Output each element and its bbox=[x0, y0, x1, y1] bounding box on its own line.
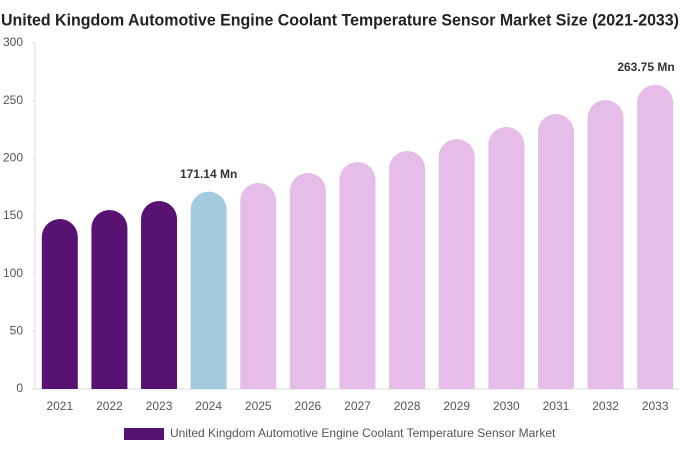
value-label: 263.75 Mn bbox=[617, 60, 674, 74]
y-tick-label: 50 bbox=[10, 324, 24, 338]
x-tick-label: 2022 bbox=[96, 399, 123, 413]
x-tick-label: 2027 bbox=[344, 399, 371, 413]
x-tick-label: 2021 bbox=[46, 399, 73, 413]
y-tick-label: 0 bbox=[16, 381, 23, 395]
x-tick-label: 2025 bbox=[245, 399, 272, 413]
bar bbox=[141, 201, 178, 389]
x-tick-label: 2029 bbox=[443, 399, 470, 413]
legend-label: United Kingdom Automotive Engine Coolant… bbox=[170, 426, 556, 440]
value-label: 171.14 Mn bbox=[180, 167, 237, 181]
bar bbox=[389, 150, 426, 389]
y-tick-label: 100 bbox=[3, 266, 23, 280]
x-tick-label: 2032 bbox=[592, 399, 619, 413]
x-tick-label: 2033 bbox=[642, 399, 669, 413]
bar bbox=[289, 172, 326, 389]
x-tick-label: 2026 bbox=[295, 399, 322, 413]
y-tick-label: 250 bbox=[3, 93, 23, 107]
bar bbox=[438, 138, 475, 389]
x-tick-label: 2024 bbox=[195, 399, 222, 413]
chart-title: United Kingdom Automotive Engine Coolant… bbox=[1, 10, 679, 29]
x-tick-label: 2031 bbox=[543, 399, 570, 413]
bar bbox=[91, 210, 128, 389]
y-tick-label: 300 bbox=[3, 35, 23, 49]
y-tick-label: 200 bbox=[3, 151, 23, 165]
legend-swatch bbox=[124, 428, 164, 440]
x-tick-label: 2030 bbox=[493, 399, 520, 413]
bar bbox=[488, 126, 525, 389]
bar bbox=[240, 183, 277, 389]
y-tick-label: 150 bbox=[3, 208, 23, 222]
bar bbox=[339, 162, 376, 389]
bar bbox=[637, 84, 674, 389]
bar bbox=[190, 191, 227, 389]
x-tick-label: 2023 bbox=[146, 399, 173, 413]
x-tick-label: 2028 bbox=[394, 399, 421, 413]
bar bbox=[537, 114, 574, 389]
bar bbox=[587, 99, 624, 389]
bar bbox=[41, 219, 78, 389]
